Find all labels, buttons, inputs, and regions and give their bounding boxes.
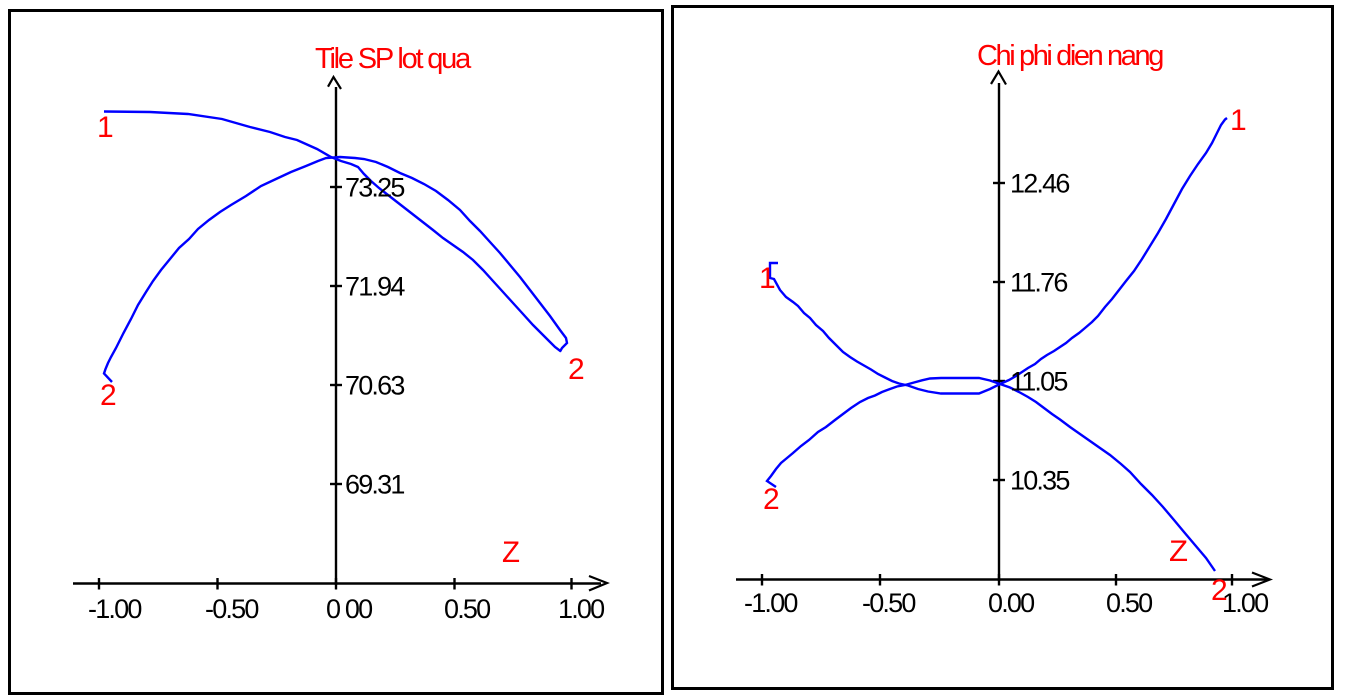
svg-text:-0.50: -0.50: [862, 588, 915, 618]
svg-text:12.46: 12.46: [1010, 169, 1069, 199]
svg-text:71.94: 71.94: [345, 272, 405, 302]
svg-text:1: 1: [759, 262, 776, 295]
svg-text:0.50: 0.50: [444, 594, 490, 624]
svg-text:2: 2: [763, 483, 780, 516]
svg-text:0 00: 0 00: [326, 594, 372, 624]
svg-text:Z: Z: [502, 536, 520, 569]
svg-text:11.76: 11.76: [1010, 268, 1067, 298]
svg-text:Tile SP lot qua: Tile SP lot qua: [315, 43, 472, 75]
svg-text:2: 2: [1211, 574, 1228, 607]
svg-text:73.25: 73.25: [345, 173, 404, 203]
svg-text:Chi phi dien nang: Chi phi dien nang: [977, 40, 1163, 72]
svg-text:2: 2: [100, 379, 117, 412]
svg-text:10.35: 10.35: [1010, 466, 1069, 496]
svg-text:-0.50: -0.50: [205, 594, 258, 624]
svg-text:2: 2: [568, 353, 585, 386]
svg-text:70.63: 70.63: [345, 371, 404, 401]
svg-text:0.50: 0.50: [1106, 588, 1152, 618]
svg-text:-1.00: -1.00: [744, 588, 797, 618]
svg-text:1: 1: [97, 111, 114, 144]
svg-text:0.00: 0.00: [988, 588, 1034, 618]
svg-text:1.00: 1.00: [558, 594, 604, 624]
svg-text:Z: Z: [1169, 535, 1188, 568]
svg-text:11.05: 11.05: [1010, 367, 1067, 397]
svg-text:1: 1: [1230, 104, 1247, 137]
svg-text:-1.00: -1.00: [88, 594, 141, 624]
svg-text:1.00: 1.00: [1222, 588, 1268, 618]
svg-text:69.31: 69.31: [345, 470, 404, 500]
